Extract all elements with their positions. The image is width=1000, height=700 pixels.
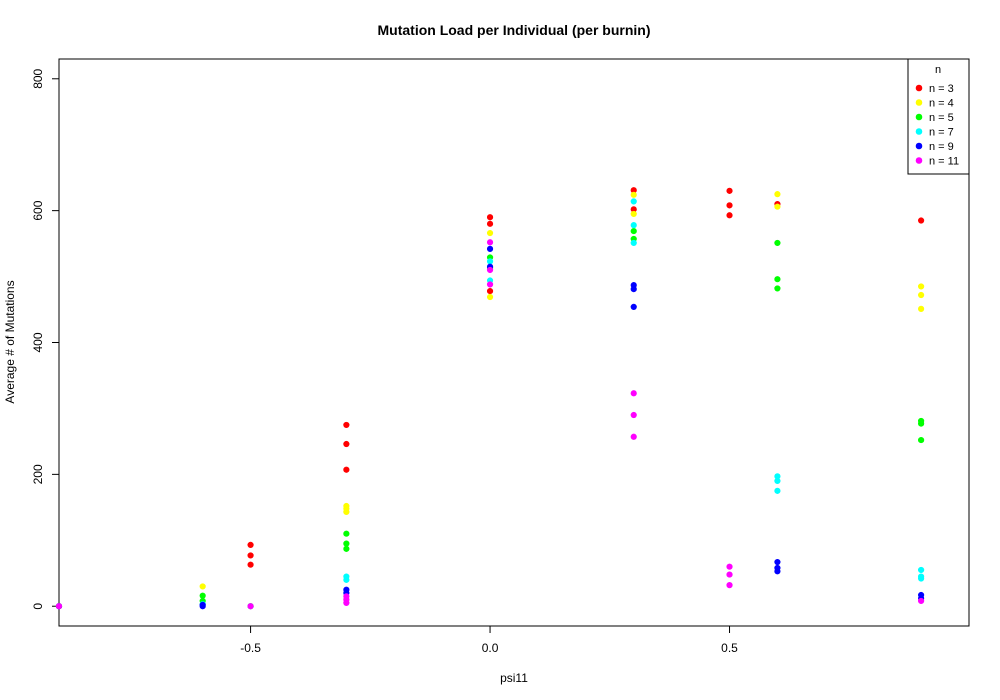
data-point — [918, 217, 925, 224]
data-point — [726, 212, 733, 219]
data-point — [630, 390, 637, 397]
data-point — [199, 592, 206, 599]
data-point — [918, 573, 925, 580]
data-point — [918, 566, 925, 574]
data-point — [726, 571, 733, 578]
legend-title: n — [935, 64, 941, 76]
data-point — [199, 583, 206, 590]
data-point — [199, 601, 206, 609]
data-point — [774, 473, 781, 480]
chart-title: Mutation Load per Individual (per burnin… — [378, 22, 651, 38]
data-point — [55, 603, 63, 610]
data-point — [774, 239, 781, 247]
data-point — [774, 276, 781, 283]
data-point — [486, 281, 494, 288]
x-axis: -0.5 0.0 0.5 — [240, 626, 738, 655]
x-axis-label: psi11 — [500, 671, 528, 685]
legend-marker — [915, 113, 923, 121]
data-point — [774, 285, 781, 292]
data-point — [343, 540, 350, 547]
data-point — [630, 433, 637, 440]
x-tick-label: 0.5 — [721, 641, 738, 655]
legend: n n = 3 n = 4 n = 5 n = 7 n = 9 n = 11 — [907, 58, 970, 175]
legend-label: n = 5 — [929, 112, 954, 124]
data-point — [774, 564, 781, 572]
legend-label: n = 7 — [929, 127, 954, 139]
legend-label: n = 11 — [929, 156, 959, 168]
data-points — [55, 187, 925, 610]
data-point — [486, 287, 494, 295]
data-point — [630, 210, 637, 218]
data-point — [918, 283, 925, 290]
data-point — [918, 417, 925, 425]
data-point — [726, 187, 733, 194]
data-point — [343, 440, 350, 448]
data-point — [343, 466, 350, 473]
data-point — [486, 239, 494, 246]
data-point — [486, 220, 494, 227]
legend-marker — [915, 99, 923, 106]
data-point — [918, 597, 925, 605]
data-point — [726, 582, 733, 589]
data-point — [630, 282, 637, 289]
data-point — [774, 191, 781, 198]
legend-label: n = 4 — [929, 98, 954, 110]
data-point — [774, 203, 781, 210]
legend-label: n = 9 — [929, 141, 954, 153]
series-1 — [55, 191, 925, 610]
data-point — [726, 202, 733, 209]
y-axis: 0 200 400 600 800 — [31, 68, 59, 610]
series-4 — [55, 245, 925, 610]
data-point — [486, 266, 494, 274]
data-point — [774, 487, 781, 494]
y-tick-label: 400 — [31, 332, 45, 352]
series-0 — [55, 187, 925, 610]
data-point — [343, 530, 350, 537]
y-axis-label: Average # of Mutations — [3, 280, 17, 403]
data-point — [247, 552, 254, 559]
plot-area-frame — [58, 58, 970, 627]
data-point — [343, 545, 350, 552]
data-point — [630, 239, 637, 247]
data-point — [486, 245, 494, 252]
legend-marker — [915, 157, 923, 164]
data-point — [726, 563, 733, 570]
data-point — [630, 303, 637, 310]
y-tick-label: 800 — [31, 68, 45, 88]
data-point — [630, 222, 637, 229]
data-point — [774, 558, 781, 566]
data-point — [343, 502, 350, 510]
data-point — [343, 421, 350, 429]
data-point — [247, 603, 254, 610]
legend-marker — [915, 84, 923, 92]
data-point — [918, 591, 925, 599]
data-point — [486, 293, 494, 301]
data-point — [630, 411, 637, 419]
data-point — [343, 593, 350, 600]
data-point — [247, 541, 254, 549]
data-point — [630, 227, 637, 235]
data-point — [918, 291, 925, 299]
data-point — [630, 198, 637, 205]
legend-marker — [915, 142, 923, 150]
series-3 — [55, 198, 925, 610]
legend-marker — [915, 128, 923, 135]
data-point — [247, 561, 254, 568]
data-point — [918, 305, 925, 312]
y-tick-label: 0 — [31, 603, 45, 610]
data-point — [630, 191, 637, 198]
x-tick-label: 0.0 — [482, 641, 499, 655]
data-point — [343, 586, 350, 593]
series-5 — [55, 239, 925, 610]
x-tick-label: -0.5 — [240, 641, 261, 655]
data-point — [343, 573, 350, 580]
y-tick-label: 600 — [31, 200, 45, 220]
data-point — [486, 258, 494, 265]
data-point — [486, 229, 494, 237]
y-tick-label: 200 — [31, 464, 45, 484]
legend-label: n = 3 — [929, 83, 954, 95]
data-point — [918, 436, 925, 444]
data-point — [486, 214, 494, 221]
